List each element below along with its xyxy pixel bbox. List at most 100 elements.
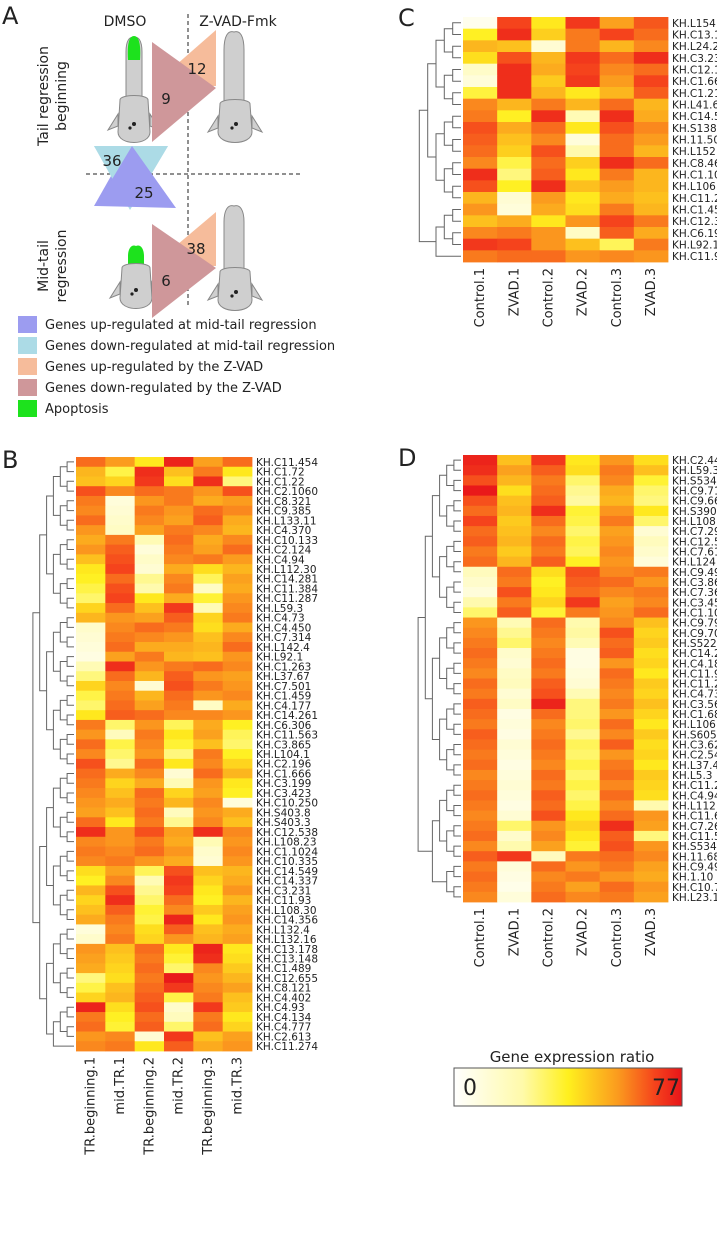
- dendrogram-branch: [435, 39, 445, 88]
- dendrogram-branch: [52, 787, 61, 828]
- heatmap-cell: [463, 719, 498, 730]
- heatmap-cell: [497, 87, 532, 100]
- row-label: KH.C13.178: [256, 944, 318, 956]
- heatmap-cell: [531, 780, 566, 791]
- dendrogram-branch: [453, 683, 461, 695]
- dendrogram-branch: [46, 495, 54, 575]
- heatmap-cell: [76, 943, 106, 955]
- row-label: KH.C1.459: [256, 691, 311, 703]
- heatmap-cell: [463, 495, 498, 507]
- heatmap-cell: [463, 227, 498, 240]
- heatmap-cell: [76, 534, 106, 546]
- heatmap-cell: [193, 1031, 224, 1042]
- dendrogram-branch: [453, 784, 461, 796]
- heatmap-cell: [565, 790, 601, 801]
- heatmap-cell: [222, 758, 253, 770]
- heatmap-cell: [463, 475, 498, 486]
- heatmap-cell: [633, 133, 669, 146]
- row-label: KH.C13.153: [672, 30, 717, 42]
- heatmap-cell: [134, 651, 165, 662]
- down-mid-count: 36: [102, 152, 121, 170]
- legend-swatch: [18, 400, 37, 417]
- heatmap-cell: [565, 505, 601, 517]
- dendrogram-branch: [59, 505, 68, 526]
- heatmap-cell: [76, 564, 106, 575]
- heatmap-cell: [633, 576, 669, 588]
- heatmap-cell: [531, 495, 566, 507]
- heatmap-cell: [164, 680, 194, 692]
- column-label: TR.beginning.3: [201, 1057, 216, 1156]
- heatmap-cell: [599, 87, 635, 100]
- dendrogram-branch: [66, 928, 74, 940]
- heatmap-cell: [193, 788, 224, 799]
- heatmap-cell: [105, 583, 136, 594]
- heatmap-cell: [497, 576, 532, 588]
- heatmap-cell: [531, 475, 566, 486]
- heatmap-cell: [164, 457, 194, 468]
- dendrogram-branch: [453, 865, 461, 878]
- heatmap-cell: [531, 810, 566, 822]
- panel-c-letter: C: [398, 4, 415, 32]
- heatmap-cell: [531, 526, 566, 537]
- heatmap-cell: [633, 75, 669, 88]
- dendrogram-branch: [446, 627, 454, 649]
- row-label: KH.C6.306: [256, 720, 312, 732]
- heatmap-cell: [76, 924, 106, 935]
- heatmap-cell: [105, 486, 136, 497]
- heatmap-cell: [633, 227, 669, 240]
- heatmap-cell: [633, 17, 669, 30]
- heatmap-cell: [531, 841, 566, 852]
- dendrogram-branch: [443, 214, 453, 240]
- heatmap-cell: [497, 617, 532, 629]
- heatmap-cell: [193, 875, 224, 886]
- heatmap-cell: [531, 708, 566, 720]
- heatmap-cell: [463, 607, 498, 618]
- heatmap-cell: [76, 466, 106, 477]
- heatmap-cell: [565, 556, 601, 568]
- dendrogram-branch: [452, 185, 461, 199]
- dendrogram-branch: [66, 656, 74, 667]
- heatmap-cell: [134, 875, 165, 886]
- heatmap-cell: [105, 778, 136, 789]
- heatmap-cell: [463, 556, 498, 568]
- heatmap-cell: [633, 749, 669, 761]
- heatmap-cell: [134, 486, 165, 497]
- heatmap-cell: [599, 546, 635, 557]
- heatmap-cell: [134, 895, 165, 906]
- heatmap-cell: [164, 671, 194, 682]
- heatmap-cell: [76, 651, 106, 662]
- heatmap-cell: [105, 680, 136, 692]
- tr-down-zvad-triangle: [152, 42, 216, 142]
- heatmap-cell: [164, 768, 194, 779]
- heatmap-cell: [633, 678, 669, 690]
- heatmap-cell: [105, 739, 136, 750]
- row-label: KH.L132.16: [256, 934, 317, 946]
- heatmap-cell: [164, 505, 194, 516]
- heatmap-cell: [105, 671, 136, 682]
- heatmap-cell: [565, 168, 601, 181]
- dendrogram-branch: [52, 631, 61, 672]
- heatmap-cell: [164, 1021, 194, 1032]
- heatmap-cell: [565, 769, 601, 781]
- heatmap-cell: [531, 678, 566, 690]
- heatmap-cell: [497, 769, 532, 781]
- heatmap-cell: [531, 891, 566, 903]
- heatmap-cell: [134, 739, 165, 750]
- dendrogram-branch: [453, 825, 461, 837]
- row-label: KH.L152.1: [672, 146, 717, 158]
- colorbar-title: Gene expression ratio: [490, 1048, 655, 1066]
- heatmap-cell: [164, 564, 194, 575]
- heatmap-cell: [531, 145, 566, 158]
- heatmap-cell: [599, 40, 635, 53]
- colorbar-min-label: 0: [463, 1076, 477, 1101]
- heatmap-cell: [222, 505, 253, 516]
- heatmap-cell: [76, 865, 106, 877]
- heatmap-cell: [531, 546, 566, 557]
- dendrogram-branch: [453, 520, 461, 532]
- heatmap-cell: [497, 759, 532, 771]
- heatmap-cell: [222, 797, 253, 808]
- heatmap-cell: [222, 671, 253, 682]
- row-label: KH.C7.501: [256, 681, 311, 693]
- heatmap-cell: [565, 678, 601, 690]
- heatmap-cell: [531, 881, 566, 893]
